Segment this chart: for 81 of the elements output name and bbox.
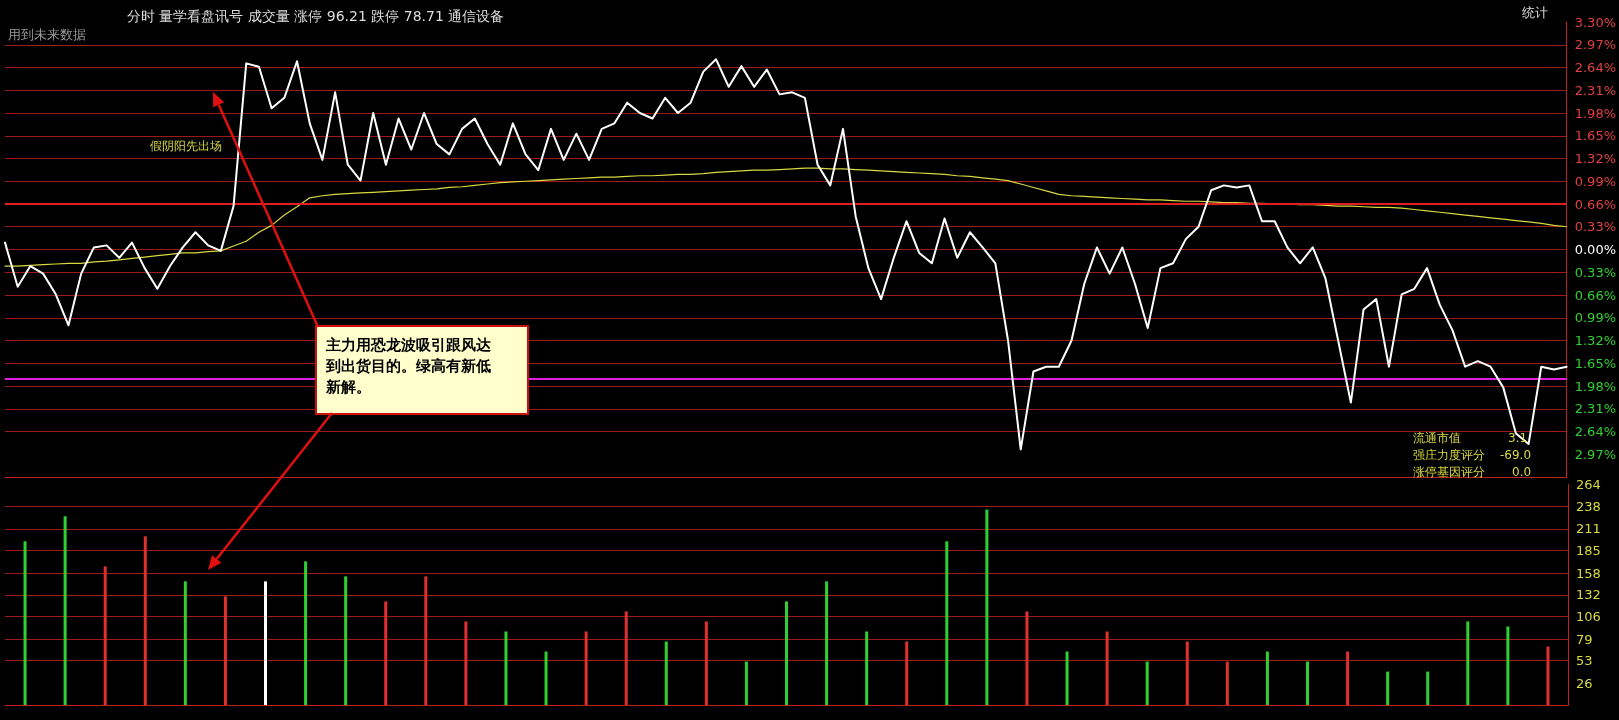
- bar: [143, 536, 147, 705]
- y-tick-label: 211: [1576, 521, 1601, 537]
- bar: [865, 631, 869, 705]
- y-tick-label: 26: [1576, 675, 1593, 691]
- bar: [504, 631, 508, 705]
- y-tick-label: 2.64%: [1574, 424, 1617, 439]
- bar: [223, 596, 227, 705]
- bar: [384, 601, 388, 705]
- y-tick-label: 0.66%: [1574, 196, 1617, 212]
- annotation: 用到未来数据: [8, 27, 86, 42]
- annotation: 流通市值: [1413, 431, 1461, 445]
- y-tick-label: 264: [1576, 477, 1601, 492]
- bar: [945, 541, 949, 705]
- y-tick-label: 0.99%: [1574, 310, 1617, 326]
- annotation: 0.0: [1512, 465, 1532, 479]
- bar: [464, 621, 468, 705]
- y-tick-label: 1.98%: [1574, 105, 1617, 121]
- y-tick-label: 0.66%: [1574, 287, 1617, 303]
- y-tick-label: 3.30%: [1574, 14, 1617, 30]
- y-tick-label: 0.99%: [1574, 173, 1617, 189]
- bar: [704, 621, 708, 705]
- line-series: [4, 167, 1568, 267]
- bar: [1105, 631, 1109, 705]
- bar: [1466, 621, 1470, 705]
- text: 统计: [1522, 5, 1548, 20]
- bar: [1065, 651, 1069, 705]
- bar: [1225, 661, 1229, 705]
- y-tick-label: 185: [1576, 542, 1601, 558]
- bar: [624, 611, 628, 705]
- y-tick-label: 0.33%: [1574, 219, 1617, 235]
- bar: [23, 541, 27, 705]
- bar: [825, 581, 829, 705]
- bar: [584, 631, 588, 705]
- annotation: 主力用恐龙波吸引跟风达到出货目的。绿高有新低新解。: [325, 335, 492, 396]
- bar: [103, 566, 107, 705]
- bar: [344, 576, 348, 705]
- bar: [424, 576, 428, 705]
- bar: [1506, 626, 1510, 705]
- bar: [1306, 661, 1309, 705]
- bar: [1265, 651, 1269, 705]
- y-tick-label: 2.31%: [1574, 401, 1617, 417]
- bar: [63, 516, 67, 705]
- annotation: 涨停基因评分: [1413, 465, 1485, 479]
- chart-title: 分时 量学看盘讯号 成交量 涨停 96.21 跌停 78.71 通信设备: [127, 8, 505, 24]
- y-tick-label: 79: [1576, 631, 1593, 647]
- bar: [1426, 671, 1430, 705]
- y-tick-label: 132: [1576, 587, 1601, 603]
- bar: [1346, 651, 1350, 705]
- bar: [304, 561, 308, 705]
- y-tick-label: 2.97%: [1574, 37, 1617, 53]
- bar: [1025, 611, 1029, 705]
- y-tick-label: 158: [1576, 565, 1601, 581]
- y-tick-label: 1.32%: [1574, 333, 1617, 348]
- bar: [1546, 646, 1550, 705]
- y-tick-label: 1.98%: [1574, 378, 1617, 394]
- annotation: -69.0: [1500, 448, 1532, 462]
- y-tick-label: 2.97%: [1574, 446, 1617, 462]
- bar: [264, 581, 267, 705]
- y-tick-label: 2.64%: [1574, 60, 1617, 75]
- y-tick-label: 53: [1576, 653, 1593, 669]
- bar: [744, 661, 748, 705]
- bar: [183, 581, 187, 705]
- bar: [1145, 661, 1149, 705]
- y-tick-label: 2.31%: [1574, 82, 1617, 98]
- y-tick-label: 1.65%: [1574, 355, 1617, 371]
- bar: [664, 641, 668, 705]
- y-tick-label: 1.32%: [1574, 151, 1617, 166]
- y-tick-label: 0.33%: [1574, 264, 1617, 280]
- y-tick-label: 1.65%: [1574, 128, 1617, 144]
- line-series: [4, 58, 1568, 451]
- y-tick-label: 238: [1576, 498, 1601, 514]
- y-tick-label: 0.00%: [1574, 242, 1617, 257]
- bar: [544, 651, 548, 705]
- bar: [785, 601, 788, 705]
- annotation: 假阴阳先出场: [150, 139, 222, 153]
- bar: [905, 641, 909, 705]
- bar: [985, 509, 989, 705]
- bar: [1185, 641, 1189, 705]
- y-tick-label: 106: [1576, 608, 1601, 624]
- annotation: 强庄力度评分: [1413, 448, 1485, 462]
- bar: [1386, 671, 1390, 705]
